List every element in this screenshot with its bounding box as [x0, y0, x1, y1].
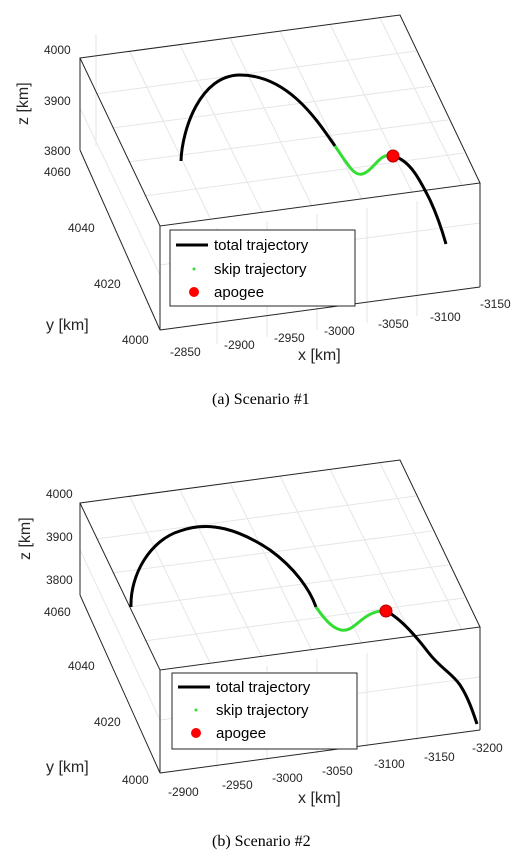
x-tick-label: -2900 — [168, 785, 199, 799]
apogee-marker-a — [386, 149, 400, 163]
y-axis-label-a: y [km] — [46, 317, 89, 334]
total-trajectory-descent-a — [392, 154, 448, 245]
total-trajectory-descent-b — [385, 609, 479, 725]
y-tick-label: 4020 — [94, 277, 121, 291]
x-tick-label: -3000 — [272, 771, 303, 785]
x-tick-label: -3000 — [324, 324, 355, 338]
z-ticks-b: 4000 3900 3800 — [46, 487, 73, 587]
y-ticks-a: 4060 4040 4020 4000 — [44, 165, 149, 347]
caption-b: (b) Scenario #2 — [212, 833, 311, 850]
axes-box-b — [79, 459, 481, 774]
x-tick-label: -3050 — [322, 764, 353, 778]
x-tick-label: -2950 — [222, 778, 253, 792]
x-tick-label: -2900 — [224, 338, 255, 352]
x-tick-label: -2850 — [170, 345, 201, 359]
legend-label-apogee: apogee — [216, 725, 266, 742]
z-tick-label: 3900 — [46, 530, 73, 544]
x-tick-label: -3150 — [480, 297, 511, 311]
legend-b: total trajectory skip trajectory apogee — [171, 672, 358, 750]
apogee-marker-b — [379, 604, 393, 618]
x-tick-label: -3100 — [374, 757, 405, 771]
chart-a: 4000 3900 3800 z [km] 4060 4040 4020 400… — [15, 14, 511, 408]
z-axis-label-a: z [km] — [15, 82, 32, 125]
legend-label-total: total trajectory — [216, 679, 311, 696]
skip-trajectory-line-a — [333, 145, 394, 176]
x-ticks-a: -2850 -2900 -2950 -3000 -3050 -3100 -315… — [170, 297, 511, 359]
caption-a: (a) Scenario #1 — [212, 391, 310, 408]
x-axis-label-b: x [km] — [298, 790, 341, 807]
z-ticks-a: 4000 3900 3800 — [44, 43, 71, 158]
y-tick-label: 4040 — [68, 221, 95, 235]
y-tick-label: 4060 — [44, 165, 71, 179]
x-tick-label: -3100 — [430, 310, 461, 324]
x-ticks-b: -2900 -2950 -3000 -3050 -3100 -3150 -320… — [168, 741, 503, 799]
y-tick-label: 4060 — [44, 605, 71, 619]
legend-label-skip: skip trajectory — [214, 261, 307, 278]
y-tick-label: 4000 — [122, 333, 149, 347]
legend-swatch-skip — [194, 708, 198, 712]
z-tick-label: 3900 — [44, 94, 71, 108]
total-trajectory-line-a — [179, 73, 337, 162]
legend-swatch-skip — [192, 267, 196, 271]
y-ticks-b: 4060 4040 4020 4000 — [44, 605, 149, 787]
z-tick-label: 3800 — [44, 144, 71, 158]
z-tick-label: 3800 — [46, 573, 73, 587]
legend-label-total: total trajectory — [214, 237, 309, 254]
legend-swatch-apogee — [191, 728, 201, 738]
x-axis-label-a: x [km] — [298, 347, 341, 364]
y-tick-label: 4020 — [94, 715, 121, 729]
y-tick-label: 4000 — [122, 773, 149, 787]
chart-b: 4000 3900 3800 z [km] 4060 4040 4020 400… — [17, 459, 503, 850]
x-tick-label: -3150 — [424, 750, 455, 764]
skip-trajectory-line-b — [314, 606, 387, 632]
z-tick-label: 4000 — [46, 487, 73, 501]
legend-label-apogee: apogee — [214, 284, 264, 301]
legend-a: total trajectory skip trajectory apogee — [169, 229, 356, 307]
z-tick-label: 4000 — [44, 43, 71, 57]
z-axis-label-b: z [km] — [17, 517, 34, 560]
x-tick-label: -3200 — [472, 741, 503, 755]
axes-box-a — [79, 14, 481, 331]
x-tick-label: -3050 — [378, 317, 409, 331]
y-axis-label-b: y [km] — [46, 759, 89, 776]
legend-swatch-apogee — [189, 287, 199, 297]
total-trajectory-line-b — [129, 524, 318, 608]
y-tick-label: 4040 — [68, 659, 95, 673]
x-tick-label: -2950 — [274, 331, 305, 345]
legend-label-skip: skip trajectory — [216, 702, 309, 719]
